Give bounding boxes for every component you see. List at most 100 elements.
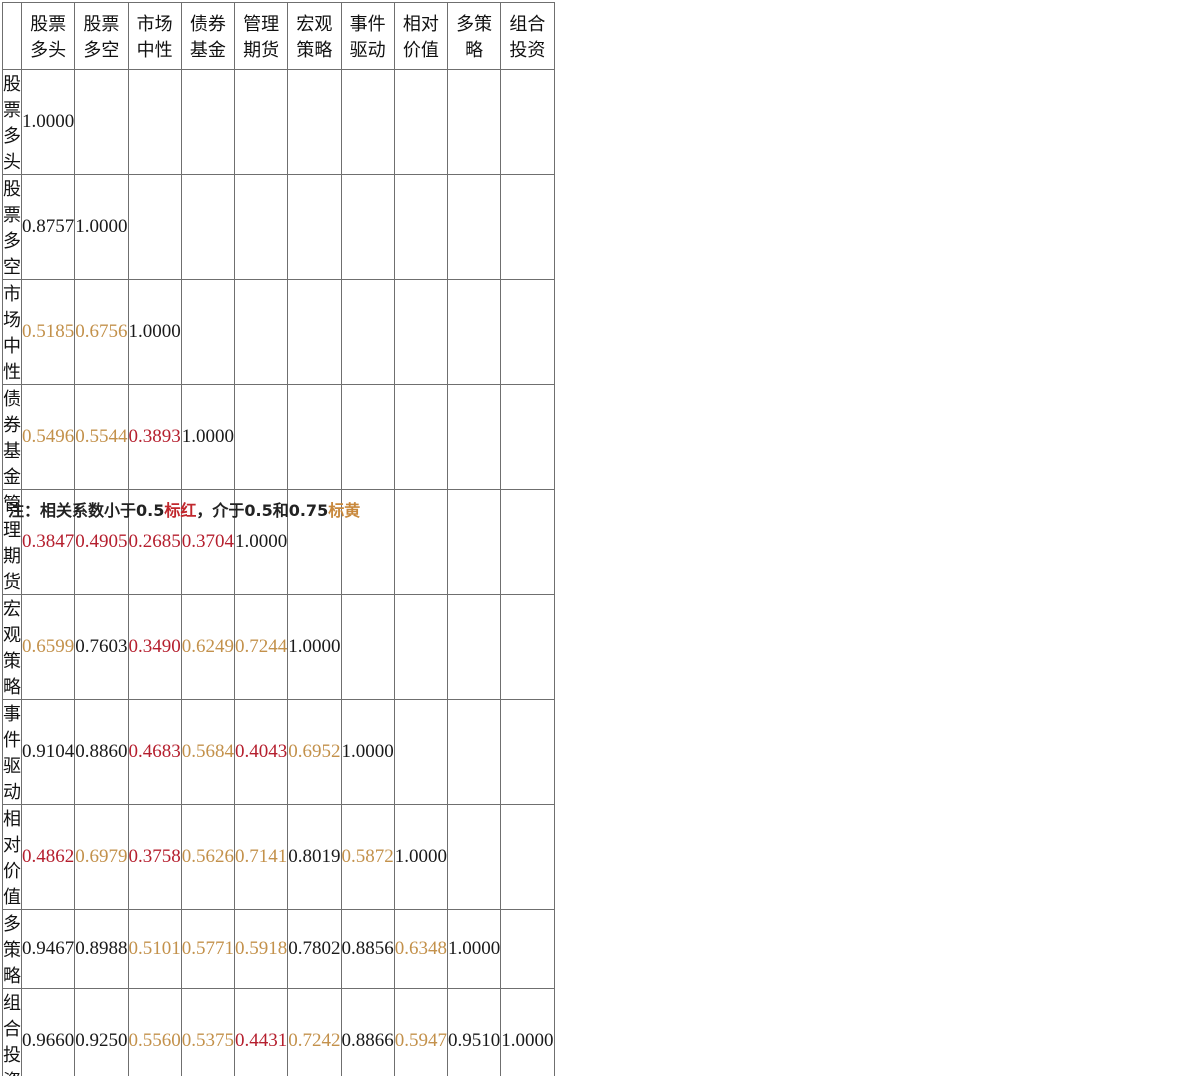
correlation-value: 0.3758 [128, 805, 181, 910]
empty-cell [394, 70, 447, 175]
row-label: 相对价值 [3, 805, 22, 910]
empty-cell [448, 805, 501, 910]
empty-cell [235, 385, 288, 490]
correlation-value: 1.0000 [181, 385, 234, 490]
header-row: 股票多头股票多空市场中性债券基金管理期货宏观策略事件驱动相对价值多策略组合投资 [3, 3, 555, 70]
table-row: 组合投资0.96600.92500.55600.53750.44310.7242… [3, 989, 555, 1076]
empty-cell [341, 280, 394, 385]
correlation-value: 0.6348 [394, 910, 447, 989]
empty-cell [501, 280, 554, 385]
correlation-value: 0.9510 [448, 989, 501, 1076]
empty-cell [501, 490, 554, 595]
empty-cell [235, 175, 288, 280]
empty-cell [181, 280, 234, 385]
correlation-value: 0.9467 [22, 910, 75, 989]
empty-cell [394, 175, 447, 280]
correlation-value: 0.7802 [288, 910, 341, 989]
empty-cell [394, 490, 447, 595]
row-label: 股票多空 [3, 175, 22, 280]
correlation-value: 0.8019 [288, 805, 341, 910]
header-corner-cell [3, 3, 22, 70]
column-header: 债券基金 [181, 3, 234, 70]
column-header: 多策略 [448, 3, 501, 70]
correlation-value: 0.3893 [128, 385, 181, 490]
column-header: 相对价值 [394, 3, 447, 70]
correlation-value: 0.5771 [181, 910, 234, 989]
correlation-value: 0.4043 [235, 700, 288, 805]
column-header: 股票多空 [75, 3, 128, 70]
correlation-value: 0.8757 [22, 175, 75, 280]
row-label: 事件驱动 [3, 700, 22, 805]
column-header: 股票多头 [22, 3, 75, 70]
correlation-value: 0.9250 [75, 989, 128, 1076]
empty-cell [448, 280, 501, 385]
empty-cell [501, 175, 554, 280]
empty-cell [128, 175, 181, 280]
row-label: 宏观策略 [3, 595, 22, 700]
correlation-value: 0.8856 [341, 910, 394, 989]
column-header: 宏观策略 [288, 3, 341, 70]
correlation-value: 0.7244 [235, 595, 288, 700]
correlation-table: 股票多头股票多空市场中性债券基金管理期货宏观策略事件驱动相对价值多策略组合投资 … [2, 2, 555, 1076]
empty-cell [341, 175, 394, 280]
empty-cell [448, 70, 501, 175]
row-label: 债券基金 [3, 385, 22, 490]
correlation-value: 0.5626 [181, 805, 234, 910]
empty-cell [448, 175, 501, 280]
correlation-value: 0.9660 [22, 989, 75, 1076]
correlation-value: 0.5947 [394, 989, 447, 1076]
correlation-value: 0.9104 [22, 700, 75, 805]
correlation-value: 0.5375 [181, 989, 234, 1076]
correlation-value: 1.0000 [128, 280, 181, 385]
correlation-value: 0.6952 [288, 700, 341, 805]
correlation-value: 0.5544 [75, 385, 128, 490]
correlation-value: 0.4862 [22, 805, 75, 910]
correlation-value: 0.5872 [341, 805, 394, 910]
note-prefix: 注：相关系数小于0.5 [8, 501, 164, 520]
empty-cell [235, 280, 288, 385]
empty-cell [235, 70, 288, 175]
correlation-value: 1.0000 [288, 595, 341, 700]
empty-cell [75, 70, 128, 175]
correlation-value: 0.5918 [235, 910, 288, 989]
empty-cell [501, 70, 554, 175]
empty-cell [341, 385, 394, 490]
empty-cell [448, 595, 501, 700]
empty-cell [448, 490, 501, 595]
empty-cell [394, 595, 447, 700]
correlation-value: 1.0000 [448, 910, 501, 989]
correlation-value: 0.8988 [75, 910, 128, 989]
correlation-value: 1.0000 [394, 805, 447, 910]
empty-cell [501, 595, 554, 700]
empty-cell [128, 70, 181, 175]
color-legend-note: 注：相关系数小于0.5标红，介于0.5和0.75标黄 [8, 497, 360, 521]
empty-cell [394, 385, 447, 490]
note-yellow-label: 标黄 [328, 501, 360, 520]
empty-cell [288, 175, 341, 280]
empty-cell [394, 280, 447, 385]
row-label: 市场中性 [3, 280, 22, 385]
correlation-value: 0.5185 [22, 280, 75, 385]
empty-cell [341, 70, 394, 175]
column-header: 管理期货 [235, 3, 288, 70]
correlation-value: 0.8866 [341, 989, 394, 1076]
correlation-value: 0.7603 [75, 595, 128, 700]
empty-cell [501, 700, 554, 805]
correlation-value: 0.4431 [235, 989, 288, 1076]
column-header: 组合投资 [501, 3, 554, 70]
empty-cell [501, 385, 554, 490]
correlation-value: 0.4683 [128, 700, 181, 805]
note-red-label: 标红 [164, 501, 196, 520]
empty-cell [288, 385, 341, 490]
empty-cell [181, 70, 234, 175]
correlation-value: 0.8860 [75, 700, 128, 805]
empty-cell [394, 700, 447, 805]
row-label: 组合投资 [3, 989, 22, 1076]
correlation-value: 0.6599 [22, 595, 75, 700]
